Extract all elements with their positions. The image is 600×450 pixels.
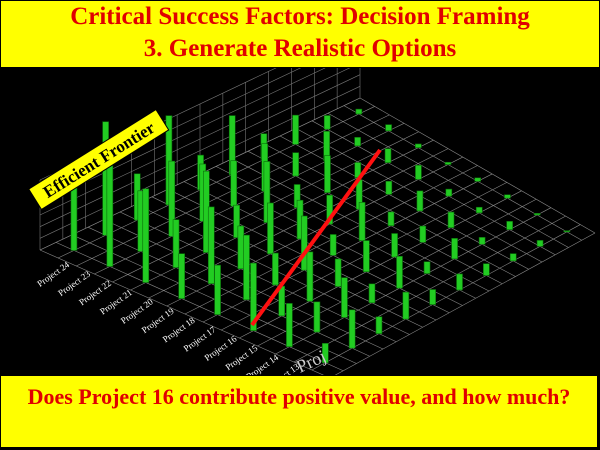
bar-decoration: [292, 152, 299, 177]
bar-decoration: [321, 343, 329, 364]
bar-decoration: [385, 124, 392, 132]
bar-decoration: [533, 213, 541, 216]
bar-decoration: [286, 303, 293, 347]
bar-decoration: [230, 160, 238, 207]
bar-decoration: [250, 262, 257, 331]
bar-decoration: [419, 225, 427, 243]
bar-decoration: [475, 206, 483, 214]
bar-decoration: [483, 263, 490, 276]
bar-decoration: [237, 225, 245, 270]
bar-decoration: [447, 211, 455, 228]
question: Does Project 16 contribute positive valu…: [27, 384, 571, 409]
bar-decoration: [416, 190, 424, 212]
bar-decoration: [355, 108, 363, 115]
bar-decoration: [385, 180, 393, 195]
floor-grid: [275, 207, 552, 355]
bar-decoration: [474, 177, 482, 182]
bar-decoration: [375, 316, 383, 334]
bar-decoration: [415, 164, 422, 180]
bar-decoration: [168, 160, 176, 237]
bar-decoration: [106, 156, 114, 267]
bar-decoration: [207, 206, 215, 284]
floor-grid: [293, 215, 566, 363]
bar-decoration: [429, 289, 436, 305]
bar-decoration: [313, 301, 321, 333]
bar-decoration: [456, 273, 463, 291]
bar-decoration: [272, 252, 279, 286]
bar-decoration: [391, 233, 398, 258]
bar-decoration: [323, 115, 331, 130]
bar-decoration: [334, 258, 342, 287]
bar-decoration: [329, 234, 337, 256]
highlight-line: [250, 148, 382, 327]
bar-decoration: [292, 114, 299, 145]
bar-decoration: [504, 194, 511, 199]
bar-decoration: [243, 234, 250, 301]
wall-grid: [39, 68, 326, 204]
bar-decoration: [396, 256, 403, 289]
bar-decoration: [402, 291, 410, 320]
bar-decoration: [354, 137, 361, 147]
floor-grid: [311, 224, 581, 371]
bar-decoration: [368, 283, 376, 304]
bar-decoration: [509, 253, 517, 262]
frontier-text: Efficient Frontier: [40, 118, 159, 202]
bar-decoration: [172, 219, 180, 268]
bar-decoration: [506, 221, 513, 230]
bar-decoration: [387, 211, 395, 227]
bar-decoration: [300, 215, 308, 271]
wall-grid: [39, 74, 361, 227]
title-line: 3. Generate Realistic Options: [143, 35, 457, 62]
bar-decoration: [478, 237, 486, 245]
bar-decoration: [348, 309, 356, 349]
bar-decoration: [324, 155, 331, 193]
bar-decoration: [358, 202, 366, 241]
bar-decoration: [341, 277, 348, 318]
bar-decoration: [70, 183, 78, 251]
bar-decoration: [444, 161, 452, 165]
bar-decoration: [536, 240, 544, 247]
bar-decoration: [423, 261, 431, 274]
bar-decoration: [414, 143, 422, 148]
bar-decoration: [445, 188, 453, 197]
title-line: Critical Success Factors: Decision Frami…: [70, 3, 530, 30]
bar-decoration: [178, 253, 185, 299]
question-banner: Does Project 16 contribute positive valu…: [0, 375, 598, 448]
bar-decoration: [214, 264, 221, 315]
bar-decoration: [263, 161, 271, 223]
bar-decoration: [563, 230, 571, 233]
floor-grid: [334, 232, 596, 375]
wall-grid: [39, 68, 351, 216]
title-banner: Critical Success Factors: Decision Frami…: [0, 0, 600, 68]
bar-decoration: [363, 240, 370, 273]
bar-decoration: [451, 238, 458, 260]
bar-decoration: [306, 251, 314, 302]
frontier-box: [28, 108, 170, 211]
bar-decoration: [384, 148, 392, 163]
bar-decoration: [142, 188, 150, 283]
bar-decoration: [267, 202, 274, 255]
bar-decoration: [326, 194, 333, 225]
bar-decoration: [233, 204, 240, 238]
